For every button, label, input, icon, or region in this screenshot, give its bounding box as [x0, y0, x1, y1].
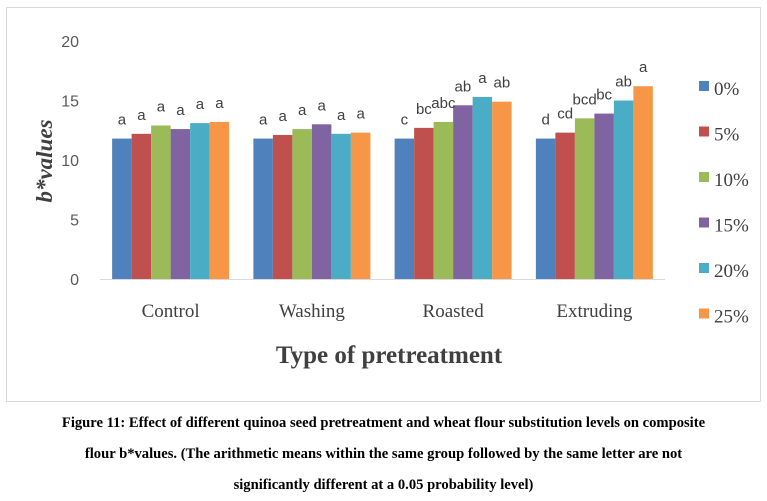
y-axis-title: b*values	[32, 119, 57, 202]
bar	[492, 101, 512, 279]
bar	[272, 135, 293, 279]
significance-letter: a	[317, 97, 326, 114]
bar	[112, 138, 132, 279]
significance-letter: a	[478, 70, 487, 87]
bar	[433, 121, 454, 279]
bar	[633, 86, 653, 279]
bar	[535, 138, 556, 279]
significance-letter: a	[278, 108, 287, 125]
bar	[453, 105, 473, 279]
significance-letter: abc	[431, 95, 456, 112]
significance-letter: c	[401, 112, 409, 129]
legend-swatch	[699, 217, 709, 228]
legend-label: 0%	[714, 79, 740, 100]
significance-letter: d	[541, 112, 549, 129]
bar	[350, 132, 371, 279]
bar	[594, 113, 614, 279]
bar	[190, 123, 210, 279]
significance-letter: a	[337, 107, 346, 124]
legend-label: 25%	[714, 307, 749, 328]
significance-letter: a	[157, 98, 166, 115]
y-tick-label: 5	[70, 213, 79, 230]
legend-swatch	[699, 172, 709, 182]
y-tick-label: 20	[61, 34, 79, 51]
figure-caption: Figure 11: Effect of different quinoa se…	[0, 408, 767, 501]
legend-swatch	[699, 308, 709, 319]
significance-letter: bc	[416, 101, 432, 118]
bar	[394, 138, 415, 279]
y-axis: 0 5 10 15 20	[61, 34, 79, 289]
x-tick-label: Washing	[279, 301, 346, 322]
legend-swatch	[699, 126, 709, 137]
significance-letter: a	[176, 102, 185, 119]
bar	[414, 127, 434, 280]
bars	[112, 86, 653, 280]
legend-swatch	[699, 81, 709, 91]
significance-letter: a	[118, 112, 127, 129]
legend-label: 10%	[714, 170, 749, 191]
significance-letter: cd	[557, 106, 573, 123]
caption-line-3: significantly different at a 0.05 probab…	[233, 477, 534, 493]
significance-letter: ab	[494, 75, 511, 92]
legend-swatch	[699, 263, 709, 273]
significance-letter: a	[639, 59, 648, 76]
chart-frame: 0 5 10 15 20 Control Washing Roasted Extruding …	[6, 7, 761, 402]
bar	[170, 129, 191, 279]
bar	[311, 124, 332, 279]
significance-letter: a	[137, 107, 146, 124]
caption-line-2: flour b*values. (The arithmetic means wi…	[84, 446, 683, 462]
significance-letter: a	[298, 102, 307, 119]
significance-letter: ab	[455, 78, 472, 95]
x-axis: Control Washing Roasted Extruding	[100, 279, 665, 322]
legend-label: 15%	[714, 216, 749, 237]
significance-letter: a	[259, 112, 268, 129]
significance-letter: a	[215, 95, 224, 112]
bar	[151, 125, 171, 280]
significance-letter: bcd	[573, 91, 597, 108]
significance-letter: ab	[615, 74, 632, 91]
bar	[555, 132, 575, 279]
bar	[331, 133, 351, 279]
significance-letter: bc	[596, 87, 612, 104]
x-tick-label: Roasted	[423, 301, 485, 322]
legend: 0% 5% 10% 15% 20% 25%	[699, 79, 749, 328]
y-tick-label: 15	[61, 94, 79, 111]
x-tick-label: Extruding	[556, 301, 632, 322]
bar	[472, 96, 493, 280]
significance-letter: a	[196, 96, 205, 113]
legend-label: 20%	[714, 261, 749, 282]
legend-label: 5%	[714, 125, 740, 146]
significance-letter: a	[356, 106, 365, 123]
bar	[613, 100, 634, 279]
bar	[292, 129, 312, 279]
bar	[209, 121, 230, 279]
x-axis-title: Type of pretreatment	[276, 342, 503, 369]
bar	[253, 138, 273, 279]
bar	[131, 133, 152, 279]
y-tick-label: 0	[70, 272, 79, 289]
bar	[574, 118, 595, 279]
y-tick-label: 10	[61, 153, 79, 170]
x-tick-label: Control	[142, 301, 200, 322]
caption-line-1: Figure 11: Effect of different quinoa se…	[61, 415, 706, 431]
